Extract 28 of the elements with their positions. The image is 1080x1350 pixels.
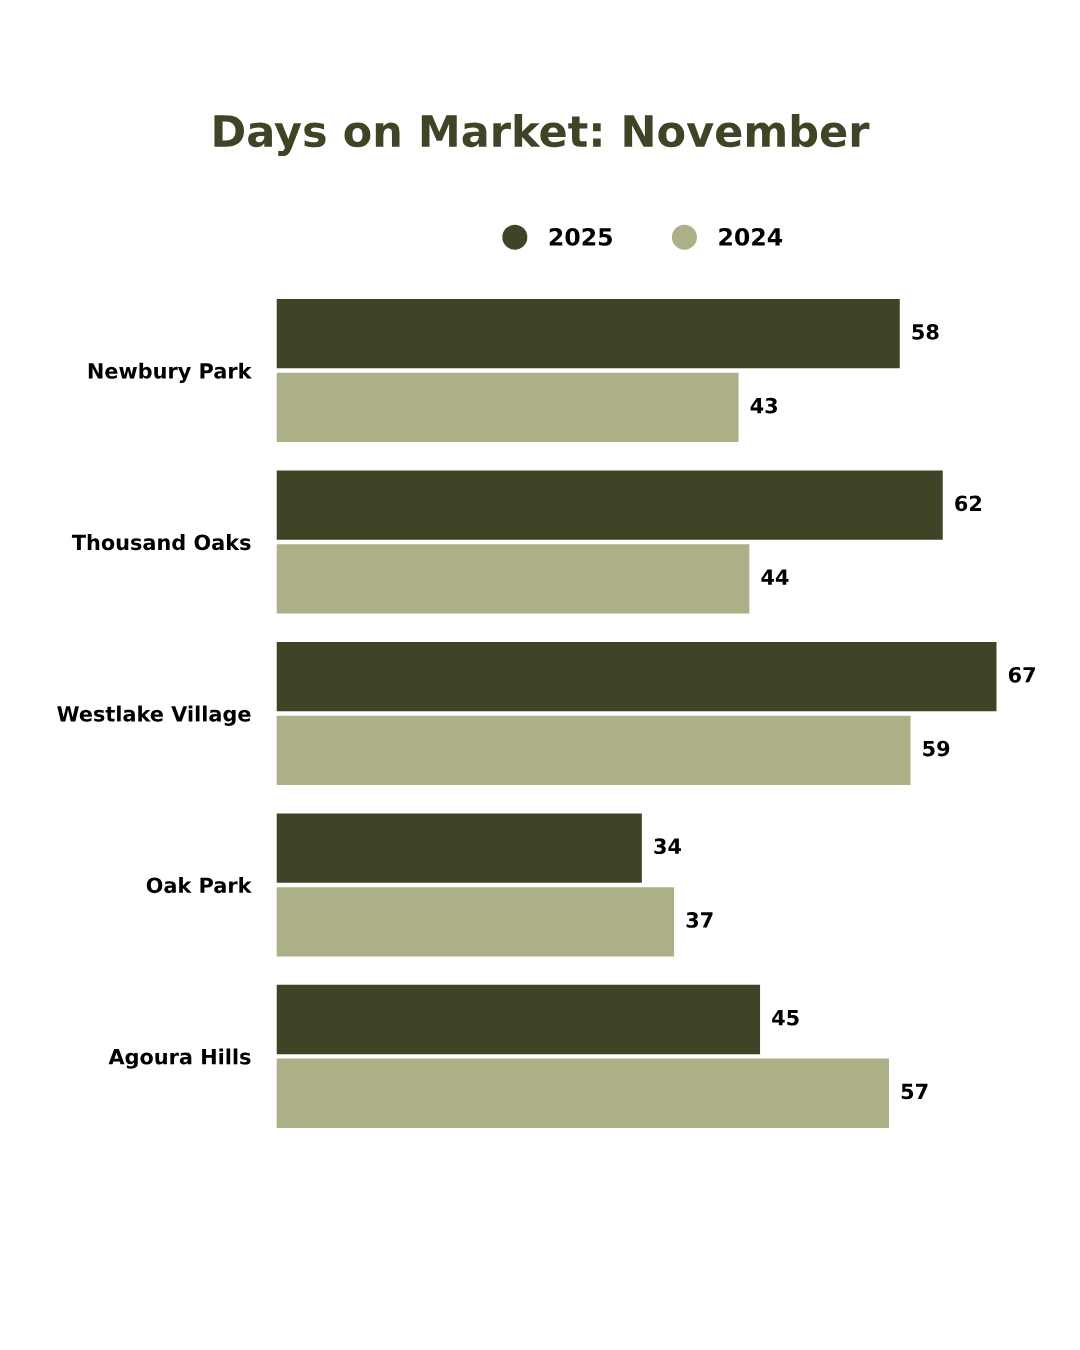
chart-title: Days on Market: November bbox=[214, 114, 870, 156]
data-label: 43 bbox=[750, 397, 778, 414]
y-tick-label: Westlake Village bbox=[57, 705, 251, 726]
legend-label: 2025 bbox=[549, 227, 612, 246]
data-label: 37 bbox=[686, 912, 713, 928]
data-label: 67 bbox=[1008, 666, 1035, 683]
bar bbox=[276, 887, 675, 957]
data-label: 57 bbox=[901, 1083, 928, 1100]
data-label: 44 bbox=[761, 569, 789, 585]
data-label: 58 bbox=[912, 324, 939, 340]
bar bbox=[276, 1058, 890, 1128]
data-label: 59 bbox=[923, 740, 950, 757]
bar bbox=[276, 470, 943, 540]
data-label: 34 bbox=[654, 838, 681, 855]
data-label: 45 bbox=[772, 1010, 799, 1026]
legend-label: 2024 bbox=[719, 227, 783, 246]
bar bbox=[276, 299, 900, 369]
data-label: 62 bbox=[955, 495, 982, 512]
bar bbox=[276, 984, 761, 1055]
bar bbox=[276, 813, 642, 883]
bar bbox=[276, 641, 997, 712]
bar bbox=[276, 715, 911, 785]
bar bbox=[276, 372, 739, 443]
bar bbox=[276, 544, 750, 614]
y-tick-label: Thousand Oaks bbox=[71, 534, 251, 551]
y-tick-label: Oak Park bbox=[146, 877, 252, 894]
y-tick-label: Newbury Park bbox=[88, 362, 252, 383]
y-tick-label: Agoura Hills bbox=[108, 1048, 251, 1069]
